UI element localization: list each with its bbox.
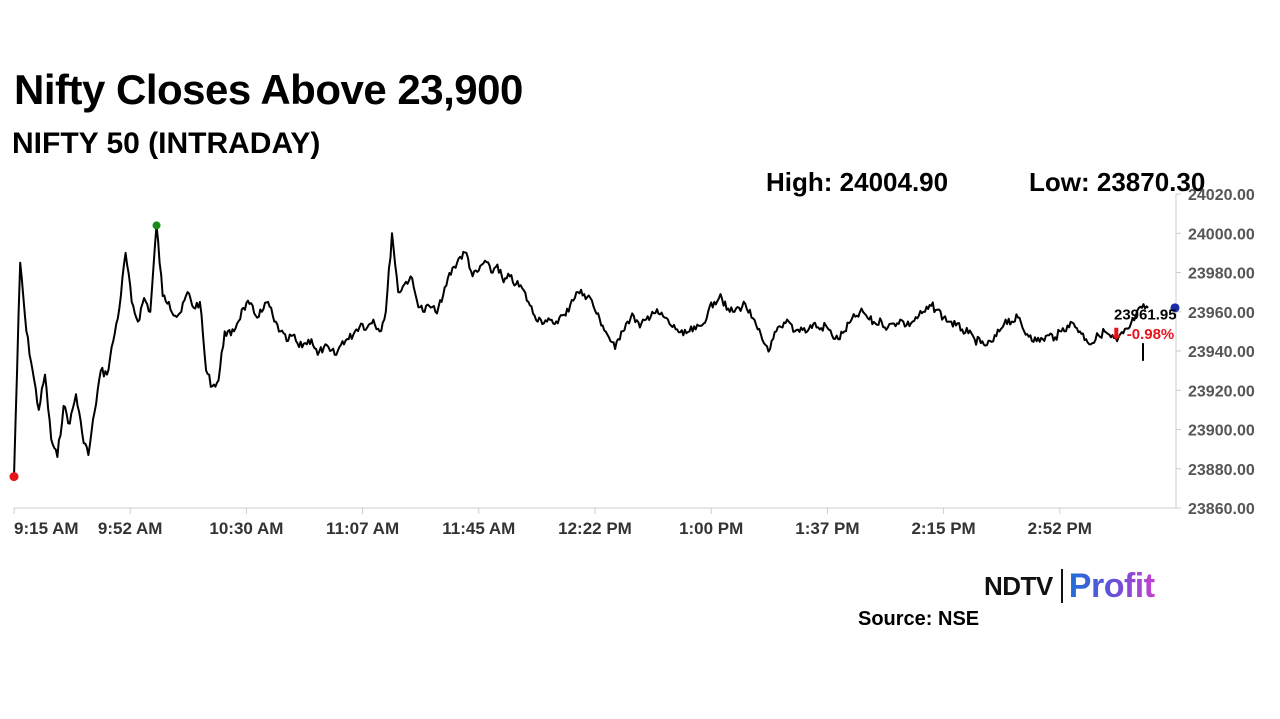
prev-close-marker	[1170, 303, 1180, 313]
open-marker	[9, 472, 19, 482]
y-tick-label: 24000.00	[1188, 226, 1255, 243]
day-high-marker	[152, 221, 161, 230]
x-tick-label: 1:00 PM	[679, 519, 743, 538]
x-tick-label: 10:30 AM	[209, 519, 283, 538]
y-tick-label: 23860.00	[1188, 501, 1255, 518]
y-tick-label: 23880.00	[1188, 462, 1255, 479]
x-tick-label: 9:15 AM	[14, 519, 79, 538]
y-tick-label: 23920.00	[1188, 383, 1255, 400]
logo-ndtv-text: NDTV	[984, 570, 1053, 601]
x-tick-label: 9:52 AM	[98, 519, 163, 538]
source-note: Source: NSE	[858, 608, 980, 630]
logo-divider	[1060, 569, 1063, 603]
low-value: Low: 23870.30	[1029, 167, 1206, 197]
chart-title: Nifty Closes Above 23,900	[14, 66, 523, 113]
change-percent-label: ⬇ -0.98%	[1110, 326, 1174, 343]
x-tick-label: 11:07 AM	[326, 519, 399, 538]
x-tick-label: 1:37 PM	[795, 519, 859, 538]
logo-profit-text: Profit	[1068, 566, 1155, 605]
y-tick-label: 24020.00	[1188, 187, 1255, 204]
x-tick-label: 11:45 AM	[442, 519, 515, 538]
x-tick-label: 2:52 PM	[1028, 519, 1092, 538]
high-value: High: 24004.90	[766, 167, 949, 197]
ndtv-profit-logo: NDTV Profit	[984, 566, 1155, 606]
x-tick-label: 2:15 PM	[911, 519, 975, 538]
x-tick-label: 12:22 PM	[558, 519, 632, 538]
y-tick-label: 23980.00	[1188, 266, 1255, 283]
y-tick-label: 23960.00	[1188, 305, 1255, 322]
chart-subtitle: NIFTY 50 (INTRADAY)	[12, 127, 321, 160]
nifty-series-line	[13, 224, 1149, 477]
y-tick-label: 23900.00	[1188, 423, 1255, 440]
last-value-label: 23961.95	[1114, 307, 1177, 324]
y-tick-label: 23940.00	[1188, 344, 1255, 361]
